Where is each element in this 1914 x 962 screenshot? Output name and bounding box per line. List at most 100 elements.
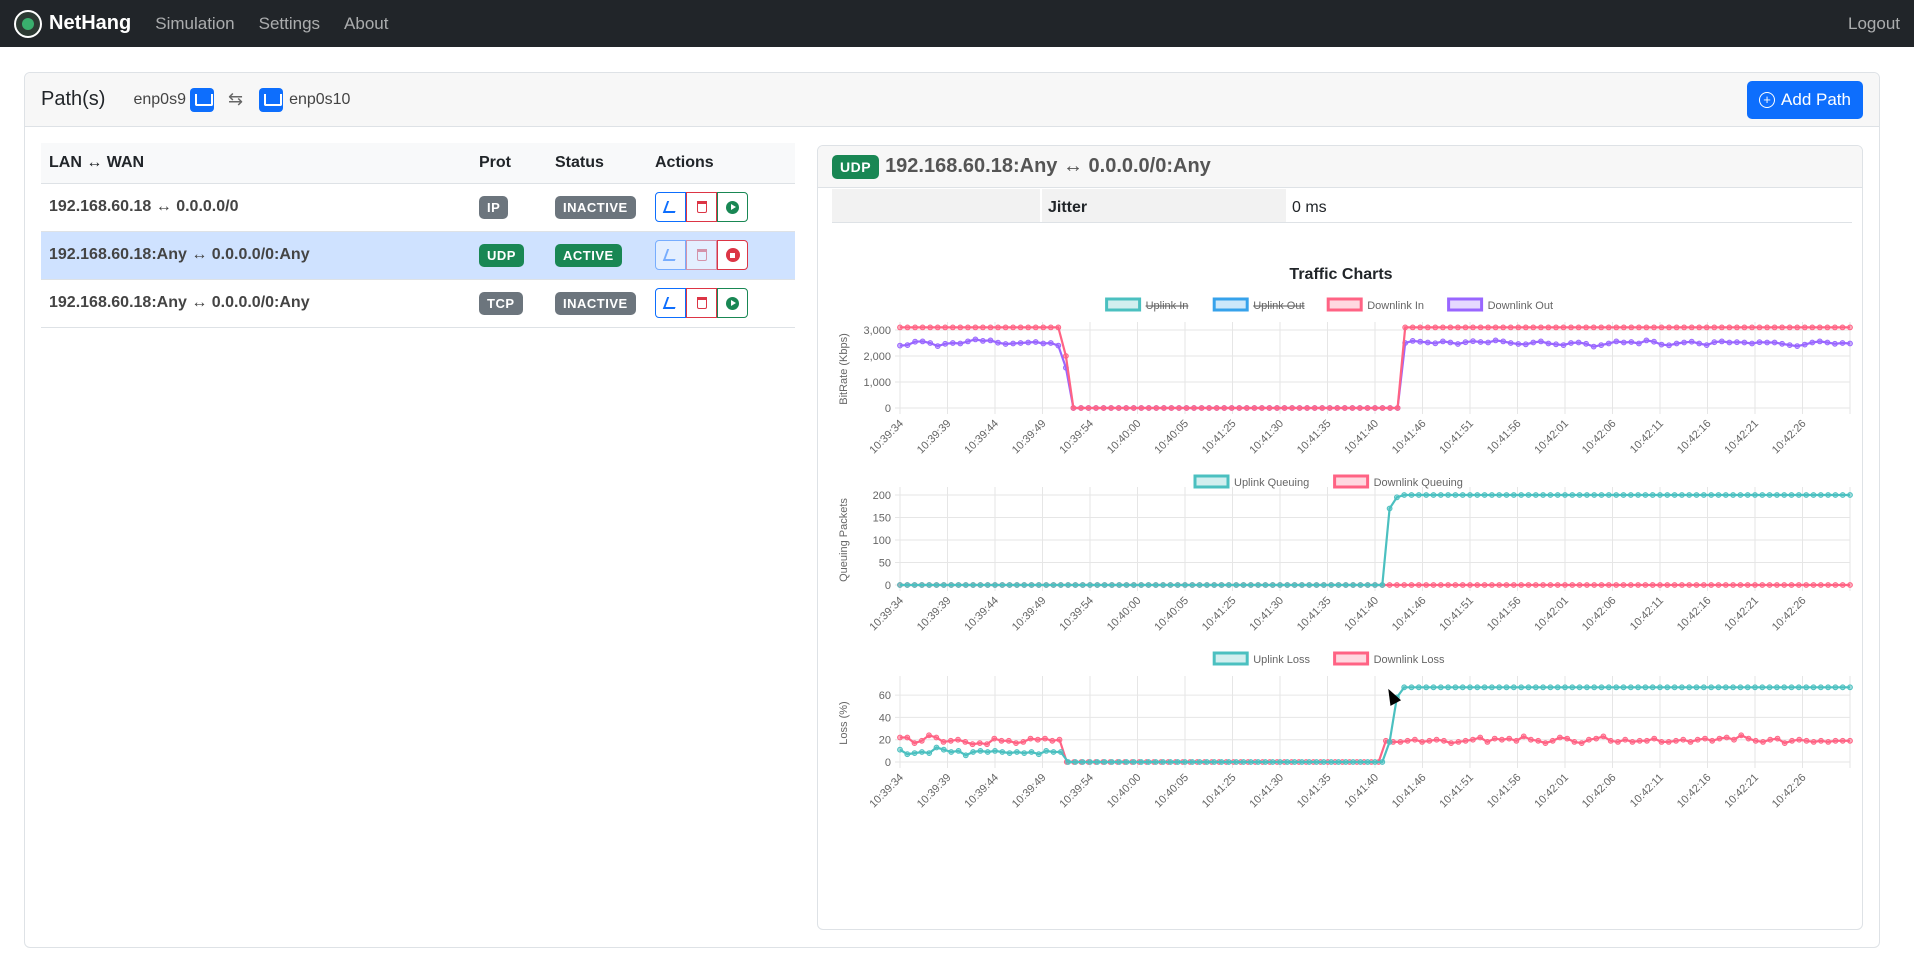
legend-item[interactable]: Downlink Queuing: [1333, 474, 1463, 489]
data-point: [1503, 582, 1510, 588]
data-point: [1726, 339, 1733, 346]
data-point: [1847, 340, 1853, 347]
data-point: [1613, 338, 1620, 345]
jitter-label: Jitter: [1042, 189, 1286, 222]
data-point: [1562, 684, 1568, 691]
data-point: [1722, 582, 1729, 588]
data-point: [1744, 582, 1751, 588]
stop-button[interactable]: [717, 240, 748, 270]
data-point: [1014, 582, 1020, 588]
data-point: [1440, 338, 1446, 345]
data-point: [933, 744, 940, 751]
data-point: [1664, 582, 1671, 588]
brand[interactable]: NetHang: [14, 9, 131, 38]
legend-item[interactable]: Uplink Out: [1212, 297, 1305, 312]
data-point: [1832, 340, 1838, 347]
edit-button[interactable]: [655, 192, 686, 222]
data-point: [1649, 582, 1656, 588]
traffic-charts-title: Traffic Charts: [1289, 266, 1393, 283]
data-point: [948, 582, 955, 588]
data-point: [1817, 684, 1824, 691]
data-point: [1700, 582, 1707, 588]
data-point: [1554, 492, 1561, 498]
add-path-button[interactable]: + Add Path: [1747, 80, 1863, 119]
legend-swatch: [1333, 474, 1370, 489]
data-point: [1571, 739, 1578, 745]
data-point: [1795, 492, 1802, 498]
data-point: [1810, 684, 1817, 691]
data-point: [927, 340, 934, 346]
data-point: [1485, 324, 1491, 331]
data-point: [1055, 324, 1062, 331]
legend-item[interactable]: Downlink Loss: [1333, 651, 1445, 666]
x-tick-label: 10:39:49: [1010, 418, 1049, 457]
data-point: [1078, 405, 1084, 411]
x-tick-label: 10:41:51: [1437, 418, 1476, 457]
x-tick-label: 10:41:56: [1485, 595, 1524, 634]
nav-about[interactable]: About: [344, 13, 389, 33]
legend-label: Downlink Out: [1488, 300, 1553, 312]
data-point: [1564, 735, 1571, 742]
table-row[interactable]: 192.168.60.18 ↔ 0.0.0.0/0 IP INACTIVE: [41, 183, 795, 232]
legend-item[interactable]: Downlink In: [1326, 297, 1424, 312]
legend-item[interactable]: Uplink Loss: [1212, 651, 1311, 666]
data-point: [1560, 324, 1567, 331]
edit-button[interactable]: [655, 240, 686, 270]
edit-button[interactable]: [655, 288, 686, 318]
data-point: [1671, 582, 1678, 588]
delete-button[interactable]: [686, 240, 717, 270]
x-tick-label: 10:39:54: [1057, 595, 1096, 634]
x-tick-label: 10:41:30: [1247, 772, 1286, 811]
legend-item[interactable]: Uplink In: [1105, 297, 1189, 312]
data-point: [1415, 492, 1422, 498]
logout-link[interactable]: Logout: [1848, 13, 1900, 33]
data-point: [1085, 405, 1092, 411]
data-point: [1554, 684, 1561, 691]
data-point: [1291, 759, 1298, 765]
ethernet-icon: [259, 87, 284, 112]
status-badge: INACTIVE: [555, 195, 636, 219]
y-tick-label: 200: [873, 490, 891, 502]
data-point: [1423, 684, 1430, 691]
data-point: [1291, 582, 1298, 588]
data-point: [1522, 341, 1529, 348]
delete-button[interactable]: [686, 288, 717, 318]
data-point: [1598, 684, 1605, 691]
data-point: [962, 739, 969, 745]
x-tick-label: 10:42:16: [1675, 772, 1714, 811]
legend-item[interactable]: Downlink Out: [1447, 297, 1553, 312]
data-point: [1708, 492, 1715, 498]
data-point: [1182, 582, 1188, 588]
data-point: [1700, 492, 1707, 498]
data-point: [1635, 684, 1641, 691]
data-point: [1342, 759, 1349, 765]
start-button[interactable]: [717, 288, 748, 318]
data-point: [1688, 324, 1695, 331]
data-point: [1734, 339, 1740, 346]
nav-simulation[interactable]: Simulation: [155, 13, 235, 33]
x-tick-label: 10:39:54: [1057, 418, 1096, 457]
y-tick-label: 0: [885, 757, 891, 769]
table-row[interactable]: 192.168.60.18:Any ↔ 0.0.0.0/0:Any UDP AC…: [41, 231, 795, 280]
data-point: [1020, 739, 1027, 745]
nav-settings[interactable]: Settings: [258, 13, 321, 33]
data-point: [1021, 750, 1028, 756]
x-tick-label: 10:39:44: [962, 418, 1001, 457]
data-point: [1313, 759, 1320, 765]
data-point: [1832, 684, 1839, 691]
data-point: [1152, 582, 1159, 588]
data-point: [1467, 684, 1473, 691]
delete-button[interactable]: [686, 192, 717, 222]
data-point: [1532, 582, 1539, 588]
x-tick-label: 10:41:35: [1295, 595, 1334, 634]
table-row[interactable]: 192.168.60.18:Any ↔ 0.0.0.0/0:Any TCP IN…: [41, 279, 795, 328]
data-point: [1774, 492, 1780, 498]
data-point: [1183, 405, 1190, 411]
start-button[interactable]: [717, 192, 748, 222]
legend-swatch: [1212, 651, 1249, 666]
data-point: [1586, 736, 1592, 743]
data-point: [1708, 582, 1715, 588]
data-point: [1635, 492, 1641, 498]
data-point: [1296, 405, 1303, 411]
legend-item[interactable]: Uplink Queuing: [1193, 474, 1309, 489]
